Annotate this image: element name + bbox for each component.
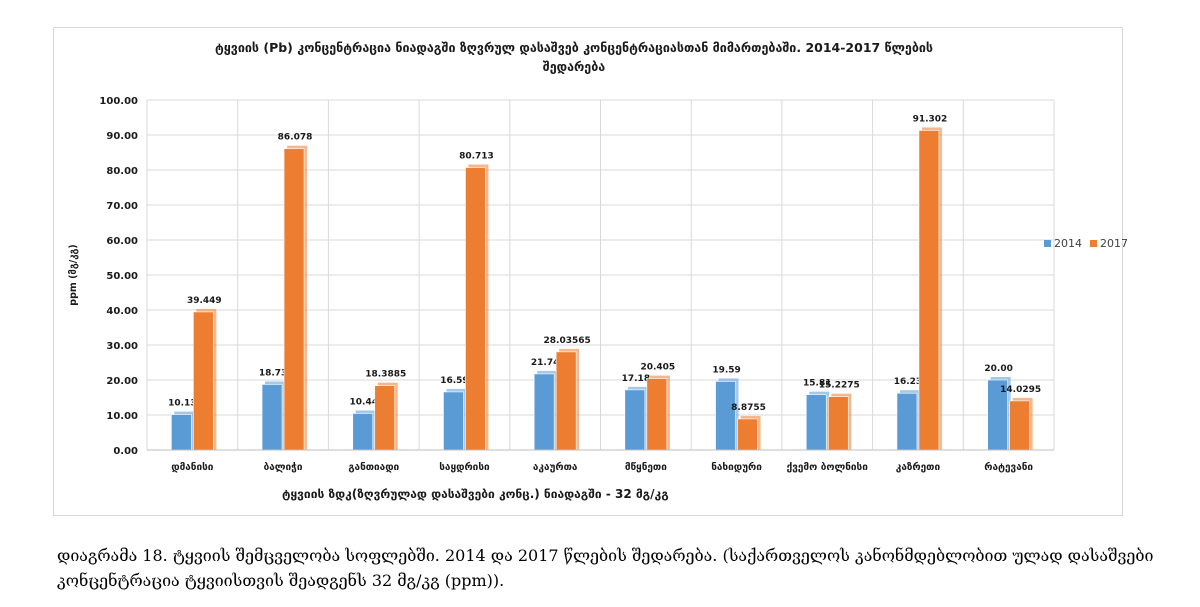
y-tick-label: 60.00 bbox=[106, 236, 138, 247]
bar-2017 bbox=[193, 311, 214, 451]
legend-item-2017: 2017 bbox=[1090, 237, 1128, 250]
y-tick-label: 80.00 bbox=[106, 166, 138, 177]
data-label-2017: 91.302 bbox=[913, 114, 948, 124]
chart-frame: ტყვიის (Pb) კონცენტრაცია ნიადაგში ზღვრულ… bbox=[53, 27, 1128, 516]
y-tick-label: 40.00 bbox=[106, 306, 138, 317]
y-tick-label: 10.00 bbox=[106, 411, 138, 422]
bar-2014 bbox=[715, 381, 736, 451]
legend-label-2014: 2014 bbox=[1054, 237, 1082, 250]
data-label-2017: 14.0295 bbox=[1000, 385, 1041, 395]
y-tick-label: 70.00 bbox=[106, 201, 138, 212]
data-label-2014: 19.59 bbox=[712, 365, 740, 375]
legend-swatch-2014 bbox=[1044, 240, 1051, 247]
x-tick-label: დმანისი bbox=[171, 461, 214, 473]
data-label-2017: 20.405 bbox=[640, 363, 675, 373]
bar-2014 bbox=[443, 391, 464, 451]
bar-2014 bbox=[896, 392, 918, 451]
bar-2017 bbox=[374, 385, 396, 451]
bar-2017 bbox=[827, 396, 849, 451]
legend-label-2017: 2017 bbox=[1100, 237, 1128, 250]
data-label-2017: 28.03565 bbox=[544, 336, 591, 346]
x-tick-label: ქვემო ბოლნისი bbox=[787, 461, 869, 473]
data-label-2014: 17.18 bbox=[622, 374, 650, 384]
data-label-2014: 10.13 bbox=[168, 399, 196, 409]
y-tick-label: 100.00 bbox=[99, 96, 138, 107]
x-tick-label: რატევანი bbox=[984, 461, 1033, 473]
data-label-2017: 39.449 bbox=[187, 296, 222, 306]
x-tick-label: საყდრისი bbox=[439, 461, 490, 473]
data-label-2014: 20.00 bbox=[984, 364, 1012, 374]
data-label-2014: 16.23 bbox=[894, 377, 922, 387]
bar-2014 bbox=[261, 384, 283, 451]
bar-2014 bbox=[171, 414, 192, 451]
data-label-2017: 18.3885 bbox=[365, 370, 406, 380]
data-label-2017: 15.2275 bbox=[819, 381, 860, 391]
y-tick-label: 90.00 bbox=[106, 131, 138, 142]
bar-2017 bbox=[646, 378, 668, 451]
bar-2014 bbox=[352, 413, 374, 451]
y-tick-label: 20.00 bbox=[106, 376, 138, 387]
y-tick-label: 0.00 bbox=[113, 446, 138, 457]
bar-2017 bbox=[918, 130, 940, 451]
bar-2017 bbox=[737, 418, 758, 451]
y-axis-title: ppm (მგ/კგ) bbox=[68, 244, 79, 305]
data-label-2017: 8.8755 bbox=[731, 403, 766, 413]
limit-note: ტყვიის ზდკ(ზღვრულად დასაშვები კონც.) ნია… bbox=[282, 487, 669, 501]
chart-legend: 2014 2017 bbox=[1044, 237, 1128, 250]
figure-caption: დიაგრამა 18. ტყვიის შემცველობა სოფლებში.… bbox=[57, 546, 1154, 590]
chart-title: ტყვიის (Pb) კონცენტრაცია ნიადაგში ზღვრულ… bbox=[214, 40, 934, 74]
bar-2014 bbox=[533, 373, 555, 451]
data-label-2014: 18.73 bbox=[259, 368, 287, 378]
data-label-2014: 15.81 bbox=[803, 379, 831, 389]
bar-2014 bbox=[805, 394, 827, 451]
bar-2017 bbox=[555, 351, 577, 451]
x-tick-label: ნახიდური bbox=[711, 461, 762, 473]
legend-swatch-2017 bbox=[1090, 240, 1097, 247]
bar-2017 bbox=[283, 148, 305, 451]
x-tick-label: კაზრეთი bbox=[896, 461, 941, 473]
data-label-2017: 80.713 bbox=[459, 152, 494, 162]
legend-item-2014: 2014 bbox=[1044, 237, 1082, 250]
x-tick-label: განთიადი bbox=[348, 461, 399, 473]
data-label-2014: 10.44 bbox=[350, 397, 378, 407]
chart-plot: 0.00 10.00 20.00 30.00 40.00 50.00 60.00 70.00 8… bbox=[68, 96, 1055, 473]
x-tick-label: აკაურთა bbox=[533, 461, 578, 473]
x-tick-label: ბალიჭი bbox=[264, 461, 303, 473]
data-label-2017: 86.078 bbox=[278, 133, 313, 143]
bar-2014 bbox=[624, 389, 646, 451]
bar-2017 bbox=[1009, 400, 1030, 451]
y-tick-label: 50.00 bbox=[106, 271, 138, 282]
data-label-2014: 16.59 bbox=[440, 376, 468, 386]
y-tick-label: 30.00 bbox=[106, 341, 138, 352]
data-label-2014: 21.74 bbox=[531, 358, 559, 368]
x-tick-label: მწყნეთი bbox=[625, 461, 667, 473]
bar-2017 bbox=[465, 167, 486, 451]
